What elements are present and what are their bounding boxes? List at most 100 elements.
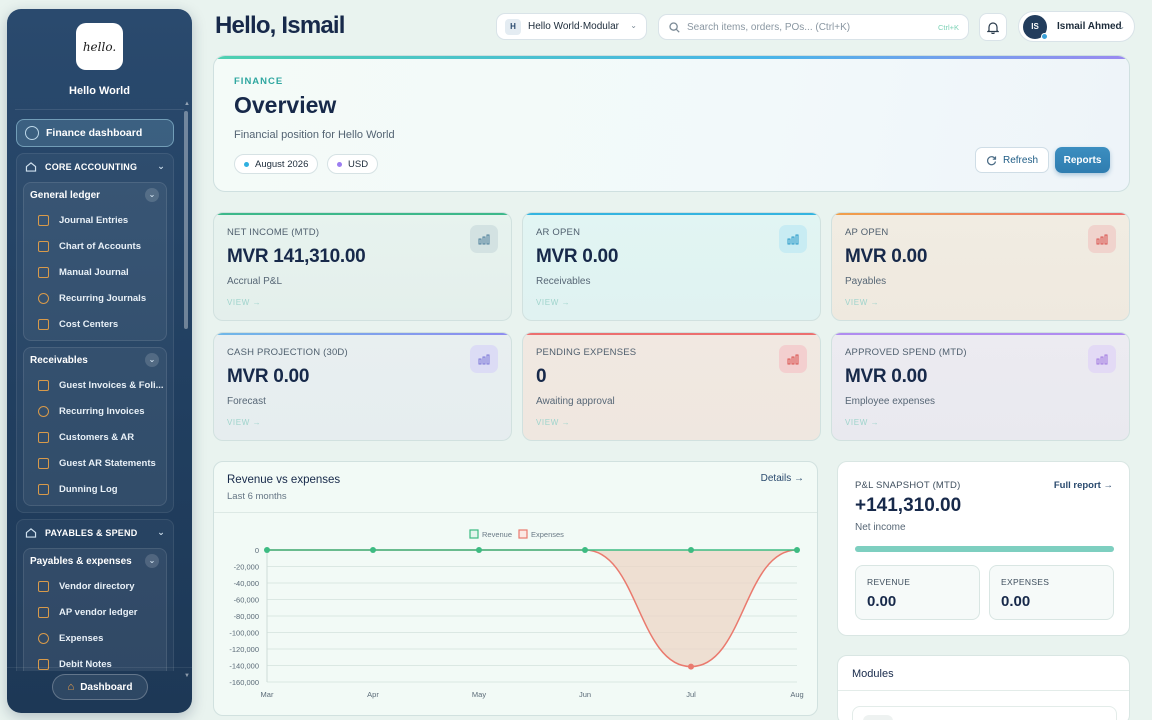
nav-item-recurring-invoices[interactable]: Recurring Invoices — [24, 398, 166, 424]
search-box[interactable]: Ctrl+K — [658, 14, 969, 40]
nav-item-journal-entries[interactable]: Journal Entries — [24, 207, 166, 233]
revenue-expenses-chart: 0 -20,000 -40,000 -60,000 -80,000 -100,000 -12… — [229, 529, 804, 699]
revenue-point — [582, 547, 588, 553]
nav-subgroup-payables-expenses: Payables & expenses ⌄ Vendor directory A… — [23, 548, 167, 671]
kpi-view-link[interactable]: VIEW → — [227, 418, 262, 427]
kpi-card-cash-projection[interactable]: CASH PROJECTION (30D) MVR 0.00 Forecast … — [213, 332, 512, 441]
kpi-card-pending-expenses[interactable]: PENDING EXPENSES 0 Awaiting approval VIE… — [522, 332, 821, 441]
nav-item-manual-journal[interactable]: Manual Journal — [24, 259, 166, 285]
workspace-name: Hello World·Modular — [528, 21, 619, 32]
org-logo[interactable]: hello. — [76, 23, 123, 70]
nav-item-label: Customers & AR — [59, 431, 135, 443]
coin-icon — [38, 632, 49, 644]
nav-finance-dashboard-label: Finance dashboard — [46, 127, 143, 139]
online-status-dot — [1041, 32, 1048, 40]
x-tick-label: Apr — [367, 690, 379, 699]
user-name: Ismail Ahmed — [1057, 21, 1122, 32]
scroll-up-icon[interactable]: ▲ — [184, 101, 190, 107]
kpi-view-link[interactable]: VIEW → — [845, 418, 880, 427]
nav-item-label: Vendor directory — [59, 580, 135, 592]
pl-label: P&L SNAPSHOT (MTD) — [855, 480, 961, 491]
module-item[interactable] — [852, 706, 1117, 720]
legend-label-expenses: Expenses — [531, 530, 564, 539]
full-report-link[interactable]: Full report → — [1053, 480, 1113, 491]
nav-item-vendor-directory[interactable]: Vendor directory — [24, 573, 166, 599]
nav-group-payables-spend-header[interactable]: PAYABLES & SPEND ⌄ — [17, 520, 173, 546]
revenue-point — [370, 547, 376, 553]
kpi-card-net-income[interactable]: NET INCOME (MTD) MVR 141,310.00 Accrual … — [213, 212, 512, 321]
expenses-label: EXPENSES — [1001, 577, 1050, 587]
nav-item-label: Expenses — [59, 632, 104, 644]
nav-group-core-accounting-header[interactable]: CORE ACCOUNTING ⌄ — [17, 154, 173, 180]
nav-subgroup-general-ledger-header[interactable]: General ledger ⌄ — [24, 183, 166, 207]
chevron-down-icon: ⌄ — [157, 161, 165, 171]
kpi-value: MVR 0.00 — [845, 366, 928, 387]
kpi-value: MVR 0.00 — [536, 246, 619, 267]
nav-item-ap-vendor-ledger[interactable]: AP vendor ledger — [24, 599, 166, 625]
kpi-view-link[interactable]: VIEW → — [536, 298, 571, 307]
sidebar-scrollbar[interactable]: ▲ ▼ — [184, 101, 190, 679]
user-menu[interactable]: IS Ismail Ahmed ⌄ — [1018, 11, 1135, 42]
panel-subtitle: Last 6 months — [227, 491, 287, 502]
nav-item-label: Journal Entries — [59, 214, 129, 226]
modules-divider — [838, 690, 1129, 691]
kpi-card-approved-spend[interactable]: APPROVED SPEND (MTD) MVR 0.00 Employee e… — [831, 332, 1130, 441]
nav-item-dunning-log[interactable]: Dunning Log — [24, 476, 166, 502]
nav-item-label: Recurring Invoices — [59, 405, 145, 417]
kpi-view-link[interactable]: VIEW → — [845, 298, 880, 307]
kpi-accent-bar — [832, 333, 1129, 335]
search-icon — [669, 21, 680, 33]
nav-subgroup-receivables-header[interactable]: Receivables ⌄ — [24, 348, 166, 372]
currency-pill[interactable]: USD — [327, 154, 379, 174]
ledger-icon — [38, 240, 49, 252]
notifications-button[interactable] — [979, 13, 1007, 41]
nav-item-label: AP vendor ledger — [59, 606, 138, 618]
refresh-button[interactable]: Refresh — [975, 147, 1049, 173]
scroll-down-icon[interactable]: ▼ — [184, 673, 190, 679]
kpi-label: CASH PROJECTION (30D) — [227, 347, 348, 358]
nav-item-label: Cost Centers — [59, 318, 119, 330]
nav-item-chart-of-accounts[interactable]: Chart of Accounts — [24, 233, 166, 259]
edit-icon — [38, 266, 49, 278]
overview-accent-line — [214, 56, 1129, 59]
nav-item-guest-invoices[interactable]: Guest Invoices & Foli... — [24, 372, 166, 398]
y-tick-label: -120,000 — [229, 645, 259, 654]
nav-item-debit-notes[interactable]: Debit Notes — [24, 651, 166, 671]
kpi-view-link[interactable]: VIEW → — [536, 418, 571, 427]
details-link[interactable]: Details → — [760, 473, 804, 484]
dashboard-button[interactable]: ⌂ Dashboard — [52, 674, 148, 700]
nav-subgroup-payables-expenses-header[interactable]: Payables & expenses ⌄ — [24, 549, 166, 573]
avatar: IS — [1023, 14, 1048, 40]
search-input[interactable] — [687, 21, 927, 33]
workspace-select[interactable]: H Hello World·Modular ⌄ — [496, 13, 647, 40]
panel-divider — [214, 512, 817, 513]
kpi-accent-bar — [214, 213, 511, 215]
chevron-down-icon: ⌄ — [145, 188, 159, 202]
chevron-down-icon: ⌄ — [145, 554, 159, 568]
nav-item-customers-ar[interactable]: Customers & AR — [24, 424, 166, 450]
sidebar-footer: ⌂ Dashboard — [7, 667, 192, 713]
nav-subgroup-label: Payables & expenses — [30, 555, 132, 567]
kpi-card-ar-open[interactable]: AR OPEN MVR 0.00 Receivables VIEW → — [522, 212, 821, 321]
kpi-card-ap-open[interactable]: AP OPEN MVR 0.00 Payables VIEW → — [831, 212, 1130, 321]
overview-kicker: FINANCE — [234, 76, 284, 87]
nav-group-label: PAYABLES & SPEND — [45, 528, 138, 538]
avatar-initials: IS — [1031, 21, 1039, 31]
y-tick-label: -60,000 — [234, 596, 259, 605]
home-icon — [25, 528, 37, 538]
nav-item-expenses[interactable]: Expenses — [24, 625, 166, 651]
nav-item-guest-ar-statements[interactable]: Guest AR Statements — [24, 450, 166, 476]
nav-item-recurring-journals[interactable]: Recurring Journals — [24, 285, 166, 311]
bar-chart-icon — [779, 225, 807, 253]
nav-finance-dashboard[interactable]: Finance dashboard — [16, 119, 174, 147]
dashboard-button-label: Dashboard — [80, 681, 133, 693]
period-pill[interactable]: August 2026 — [234, 154, 319, 174]
kpi-accent-bar — [523, 333, 820, 335]
kpi-view-link[interactable]: VIEW → — [227, 298, 262, 307]
reports-button[interactable]: Reports — [1055, 147, 1110, 173]
nav-item-cost-centers[interactable]: Cost Centers — [24, 311, 166, 337]
sidebar-scroll-thumb[interactable] — [184, 111, 188, 329]
pl-progress-bar — [855, 546, 1114, 552]
kpi-value: 0 — [536, 366, 547, 387]
document-icon — [38, 457, 49, 469]
